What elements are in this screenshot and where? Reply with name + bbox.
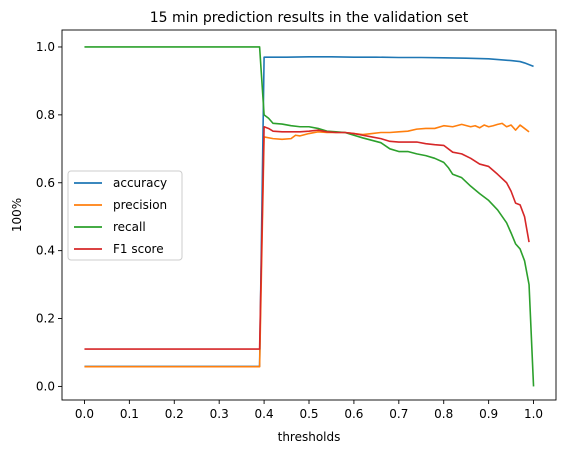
chart-title: 15 min prediction results in the validat… [150, 10, 469, 26]
axis-ticks: 0.0 0.1 0.2 0.3 0.4 0.5 0.6 0.7 0.8 0.9 1.0 0.0 0.2 0… [36, 29, 557, 421]
y-tick-label: 0.8 [36, 108, 55, 122]
x-tick-label: 0.1 [120, 407, 139, 421]
y-tick-label: 0.2 [36, 312, 55, 326]
x-tick-label: 0.0 [75, 407, 94, 421]
x-tick-label: 0.3 [210, 407, 229, 421]
x-tick-label: 0.7 [389, 407, 408, 421]
x-tick-label: 0.8 [434, 407, 453, 421]
legend-label: precision [113, 198, 167, 212]
x-tick-label: 0.2 [165, 407, 184, 421]
x-tick-label: 0.9 [479, 407, 498, 421]
y-tick-label: 0.4 [36, 244, 55, 258]
legend-box [67, 170, 183, 261]
series-line-recall [84, 46, 535, 387]
y-axis-label: 100% [10, 198, 24, 232]
legend: accuracy precision recall F1 score [67, 170, 183, 261]
legend-label: accuracy [113, 176, 167, 190]
plot-area [84, 46, 535, 387]
x-tick-label: 0.4 [255, 407, 274, 421]
series-line-precision [84, 122, 530, 368]
y-tick-label: 0.0 [36, 379, 55, 393]
series-line-accuracy [84, 56, 534, 368]
legend-label: recall [113, 220, 146, 234]
x-tick-label: 0.5 [299, 407, 318, 421]
x-tick-label: 0.6 [344, 407, 363, 421]
y-tick-label: 0.6 [36, 176, 55, 190]
y-tick-label: 1.0 [36, 40, 55, 54]
legend-label: F1 score [113, 242, 164, 256]
x-tick-label: 1.0 [524, 407, 543, 421]
x-axis-label: thresholds [278, 430, 341, 444]
series-line-f1-score [84, 125, 530, 350]
